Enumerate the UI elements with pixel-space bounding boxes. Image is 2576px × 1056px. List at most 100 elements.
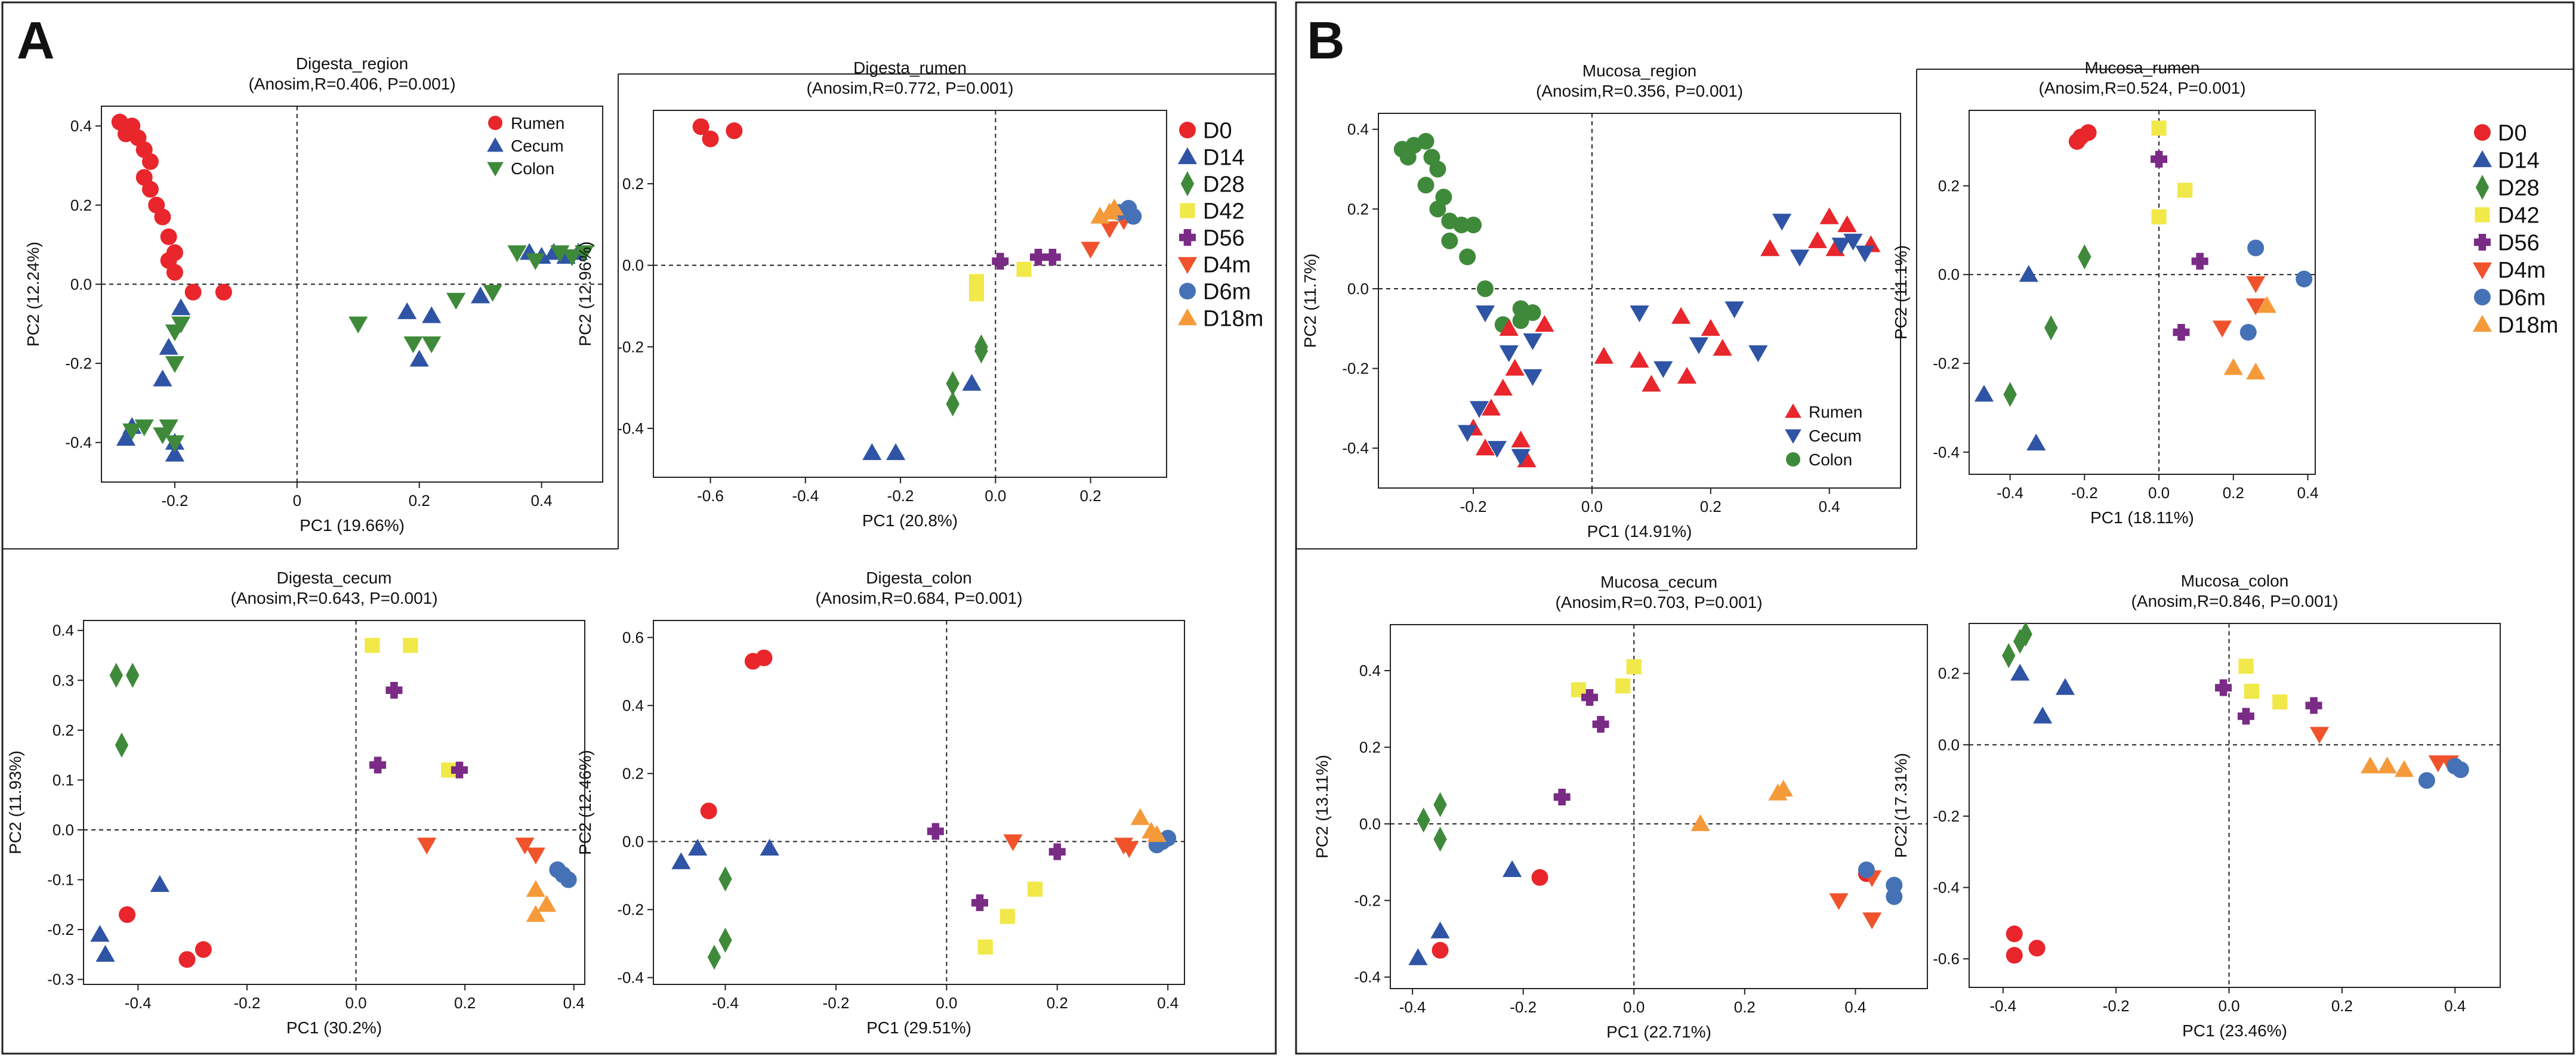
data-point-d4m bbox=[2246, 276, 2266, 294]
data-point-d0 bbox=[178, 951, 196, 968]
data-point-d0 bbox=[195, 941, 212, 958]
data-point-d18m bbox=[2223, 358, 2243, 375]
data-point-d56 bbox=[992, 252, 1009, 270]
legend-label-d0: D0 bbox=[1203, 119, 1232, 144]
data-point-cecum bbox=[1475, 305, 1495, 323]
data-point-rumen bbox=[1535, 314, 1554, 332]
y-tick-label: 0.2 bbox=[70, 196, 92, 214]
data-point-d42 bbox=[365, 638, 380, 653]
data-point-d0 bbox=[2006, 947, 2023, 964]
data-point-d0 bbox=[726, 122, 743, 140]
data-point-d42 bbox=[1028, 881, 1043, 897]
legend-label-d28: D28 bbox=[2498, 176, 2540, 201]
legend-label-cecum: Cecum bbox=[511, 137, 564, 155]
series-cecum bbox=[1458, 214, 1875, 466]
series-d0 bbox=[2006, 925, 2046, 964]
data-point-d18m bbox=[1147, 825, 1167, 842]
series-colon bbox=[122, 245, 594, 452]
data-point-d56 bbox=[1581, 689, 1599, 706]
data-point-d28 bbox=[125, 662, 140, 688]
x-tick-label: 0.4 bbox=[1844, 998, 1866, 1016]
data-point-cecum bbox=[1724, 301, 1744, 319]
legend-marker-rumen bbox=[1785, 403, 1801, 418]
data-point-d18m bbox=[2361, 757, 2380, 774]
data-point-rumen bbox=[1499, 319, 1519, 336]
data-point-d42 bbox=[999, 909, 1015, 924]
data-point-cecum bbox=[1772, 214, 1792, 231]
plot-frame bbox=[1390, 624, 1928, 989]
data-point-colon bbox=[1429, 200, 1446, 218]
x-tick-label: 0.0 bbox=[1581, 498, 1603, 515]
series-d0 bbox=[700, 649, 773, 820]
data-point-d6m bbox=[560, 871, 577, 888]
data-point-d42 bbox=[968, 274, 985, 289]
data-point-d6m bbox=[2239, 323, 2257, 341]
data-point-rumen bbox=[1481, 399, 1501, 416]
data-point-d18m bbox=[2257, 296, 2277, 313]
x-tick-label: 0.4 bbox=[2444, 997, 2466, 1015]
data-point-d42 bbox=[403, 638, 418, 653]
x-tick-label: -0.2 bbox=[234, 994, 261, 1012]
chart-subtitle: (Anosim,R=0.684, P=0.001) bbox=[815, 589, 1022, 607]
data-point-d56 bbox=[1553, 788, 1571, 805]
data-point-d28 bbox=[2019, 621, 2032, 647]
series-d14 bbox=[1974, 265, 2046, 451]
chart-subtitle: (Anosim,R=0.846, P=0.001) bbox=[2131, 592, 2338, 610]
series-d6m bbox=[549, 861, 577, 888]
series-d6m bbox=[2418, 758, 2469, 789]
y-tick-label: -0.1 bbox=[47, 871, 74, 889]
data-point-d56 bbox=[1030, 249, 1047, 266]
chart-title: Digesta_colon bbox=[866, 569, 971, 587]
chart-subtitle: (Anosim,R=0.703, P=0.001) bbox=[1555, 593, 1762, 612]
data-point-d4m bbox=[1119, 841, 1139, 859]
data-point-d28 bbox=[974, 334, 988, 360]
data-point-colon bbox=[507, 245, 527, 263]
x-axis-label: PC1 (22.71%) bbox=[1606, 1023, 1711, 1041]
data-point-d56 bbox=[1044, 249, 1061, 266]
x-tick-label: 0.2 bbox=[409, 492, 430, 510]
data-point-colon bbox=[575, 245, 594, 263]
data-point-colon bbox=[122, 423, 142, 440]
data-point-d56 bbox=[1592, 715, 1609, 733]
y-tick-label: 0.0 bbox=[1938, 265, 1960, 283]
x-tick-label: -0.2 bbox=[162, 492, 189, 510]
data-point-d6m bbox=[1886, 876, 1903, 894]
data-point-d6m bbox=[1858, 861, 1875, 878]
series-d56 bbox=[992, 249, 1061, 270]
x-tick-label: -0.2 bbox=[887, 487, 914, 505]
x-tick-label: 0.4 bbox=[1819, 498, 1840, 515]
x-tick-label: -0.2 bbox=[2103, 997, 2130, 1015]
series-d28 bbox=[109, 662, 140, 758]
plots-layer: Digesta_region (Anosim,R=0.406, P=0.001) -… bbox=[6, 54, 2558, 1041]
series-d56 bbox=[1553, 689, 1609, 805]
data-point-colon bbox=[165, 324, 185, 342]
data-point-rumen bbox=[141, 181, 159, 198]
series-d6m bbox=[2239, 239, 2313, 341]
data-point-d28 bbox=[718, 866, 732, 892]
series-d18m bbox=[1130, 808, 1167, 842]
chart-mucosa_colon: Mucosa_colon (Anosim,R=0.846, P=0.001) -0.… bbox=[1892, 572, 2501, 1040]
data-point-rumen bbox=[1511, 430, 1531, 447]
chart-mucosa_cecum: Mucosa_cecum (Anosim,R=0.703, P=0.001) -0.… bbox=[1313, 573, 1928, 1041]
y-tick-label: 0.3 bbox=[53, 671, 74, 689]
data-point-cecum bbox=[159, 338, 178, 355]
y-axis-label: PC2 (11.7%) bbox=[1301, 254, 1319, 348]
data-point-d14 bbox=[1408, 948, 1428, 965]
data-point-rumen bbox=[1493, 378, 1513, 396]
data-point-cecum bbox=[1831, 237, 1851, 255]
data-point-d14 bbox=[150, 875, 169, 892]
data-point-d4m bbox=[515, 837, 535, 855]
data-point-rumen bbox=[215, 283, 232, 301]
data-point-d14 bbox=[2055, 678, 2075, 695]
data-point-d56 bbox=[927, 823, 944, 840]
x-tick-label: 0.0 bbox=[345, 994, 366, 1012]
data-point-d56 bbox=[2237, 708, 2254, 725]
data-point-d28 bbox=[2002, 643, 2016, 668]
y-tick-label: 0.2 bbox=[1938, 665, 1960, 683]
y-tick-label: 0.2 bbox=[1347, 200, 1369, 218]
series-d0 bbox=[692, 118, 743, 147]
x-tick-label: -0.4 bbox=[712, 994, 739, 1012]
legend-label-d4m: D4m bbox=[2498, 258, 2546, 283]
legend-label-colon: Colon bbox=[511, 159, 554, 178]
data-point-d56 bbox=[971, 894, 988, 912]
